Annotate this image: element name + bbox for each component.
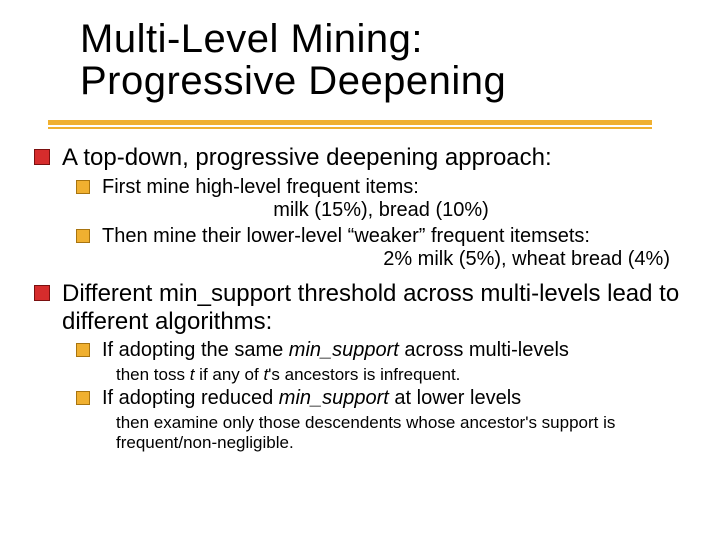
bullet-2a-pre: If adopting the same [102,339,289,361]
bullet-1b-line2: 2% milk (5%), wheat bread (4%) [102,248,700,272]
b2a-sub-mid: if any of [194,365,263,384]
bullet-2a: If adopting the same min_support across … [76,339,700,363]
slide-title: Multi-Level Mining: Progressive Deepenin… [0,0,720,102]
title-line-2: Progressive Deepening [80,59,506,103]
title-line-1: Multi-Level Mining: [80,17,423,61]
bullet-1a-line2: milk (15%), bread (10%) [102,199,700,223]
bullet-2-text: Different min_support threshold across m… [62,280,679,335]
bullet-2b-post: at lower levels [389,387,521,409]
bullet-2a-post: across multi-levels [399,339,569,361]
bullet-1b: Then mine their lower-level “weaker” fre… [76,225,700,272]
bullet-2b: If adopting reduced min_support at lower… [76,387,700,411]
bullet-2b-em: min_support [279,387,389,409]
slide-body: A top-down, progressive deepening approa… [34,144,700,456]
bullet-1: A top-down, progressive deepening approa… [34,144,700,172]
slide: Multi-Level Mining: Progressive Deepenin… [0,0,720,540]
bullet-1-text: A top-down, progressive deepening approa… [62,144,552,171]
bullet-1b-line1: Then mine their lower-level “weaker” fre… [102,225,590,247]
bullet-2: Different min_support threshold across m… [34,280,700,335]
b2a-sub-post: 's ancestors is infrequent. [268,365,460,384]
b2a-sub-pre: then toss [116,365,190,384]
bullet-1a-line1: First mine high-level frequent items: [102,176,419,198]
b2b-sub-text: then examine only those descendents whos… [116,413,615,452]
bullet-2a-em: min_support [289,339,399,361]
bullet-1a: First mine high-level frequent items: mi… [76,176,700,223]
bullet-2a-sub: then toss t if any of t's ancestors is i… [112,365,700,385]
bullet-2b-sub: then examine only those descendents whos… [112,413,700,454]
title-underline [48,120,652,130]
bullet-2b-pre: If adopting reduced [102,387,279,409]
